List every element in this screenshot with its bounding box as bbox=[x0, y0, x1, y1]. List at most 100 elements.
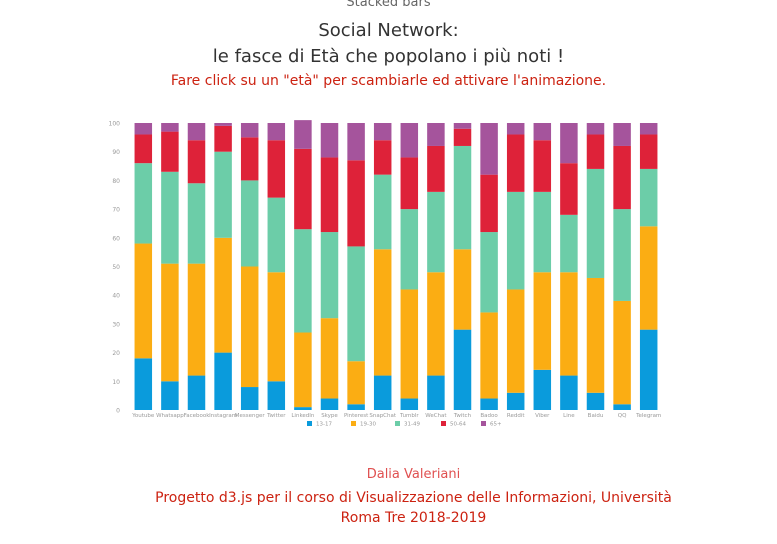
x-tick-label: Twitter bbox=[266, 413, 286, 419]
bar-segment bbox=[533, 191, 552, 273]
bar-segment bbox=[533, 140, 552, 192]
bar-segment bbox=[560, 214, 578, 273]
bar-segment bbox=[586, 392, 605, 410]
bar-segment bbox=[639, 168, 658, 227]
bar-segment bbox=[453, 329, 472, 410]
bar-segment bbox=[506, 191, 525, 290]
bar-segment bbox=[613, 123, 631, 146]
y-tick-label: 100 bbox=[109, 121, 121, 128]
bar-segment bbox=[294, 120, 312, 149]
title-line-2: le fasce di Età che popolano i più noti … bbox=[212, 46, 565, 67]
legend-swatch bbox=[441, 421, 446, 426]
bar-segment bbox=[267, 381, 286, 410]
bar-segment bbox=[453, 145, 472, 250]
bar-segment bbox=[613, 300, 631, 405]
bar-segment bbox=[240, 123, 259, 138]
x-tick-label: Facebook bbox=[184, 413, 211, 419]
legend-label: 31-49 bbox=[404, 422, 420, 428]
bar-segment bbox=[427, 191, 445, 273]
bar-segment bbox=[373, 375, 392, 410]
bar-segment bbox=[400, 123, 419, 158]
bar-segment bbox=[134, 358, 153, 410]
bar-segment bbox=[427, 375, 445, 410]
y-tick-label: 60 bbox=[112, 235, 120, 242]
y-tick-label: 20 bbox=[112, 350, 120, 357]
bar-segment bbox=[480, 123, 498, 175]
x-tick-label: WeChat bbox=[425, 413, 447, 419]
bar-segment bbox=[560, 375, 578, 410]
bar-segment bbox=[240, 180, 259, 267]
bar-segment bbox=[480, 398, 498, 410]
bar-segment bbox=[400, 398, 419, 410]
bar-segment bbox=[134, 163, 153, 244]
bar-segment bbox=[347, 160, 365, 247]
bar-segment bbox=[586, 277, 605, 393]
bar-segment bbox=[320, 398, 339, 410]
bar-segment bbox=[240, 387, 259, 410]
x-tick-label: SnapChat bbox=[369, 413, 397, 419]
bar-segment bbox=[267, 197, 286, 273]
y-tick-label: 90 bbox=[112, 149, 120, 156]
bar-segment bbox=[187, 375, 206, 410]
bar-segment bbox=[427, 123, 445, 146]
legend-swatch bbox=[307, 421, 312, 426]
bar-segment bbox=[320, 123, 339, 158]
bar-segment bbox=[347, 404, 365, 410]
bar-segment bbox=[347, 123, 365, 161]
y-tick-label: 10 bbox=[112, 379, 120, 386]
bar-segment bbox=[214, 237, 232, 353]
bar-segment bbox=[161, 263, 179, 382]
bar-segment bbox=[214, 352, 232, 410]
project-line-2: Roma Tre 2018-2019 bbox=[340, 510, 487, 526]
x-tick-label: Instagram bbox=[209, 413, 237, 419]
x-tick-label: Messenger bbox=[235, 413, 266, 419]
stacked-bar-chart: 0 10 20 30 40 50 60 70 80 90 100 Youtube Whatsapp Fac… bbox=[109, 120, 661, 428]
legend-swatch bbox=[481, 421, 486, 426]
bar-segment bbox=[639, 226, 658, 330]
project-description: Progetto d3.js per il corso di Visualizz… bbox=[0, 488, 777, 528]
bar-segment bbox=[427, 145, 445, 192]
bar-segment bbox=[214, 151, 232, 238]
x-tick-label: QQ bbox=[618, 413, 627, 419]
bar-segment bbox=[427, 272, 445, 376]
bar-segment bbox=[533, 123, 552, 141]
bar-segment bbox=[453, 128, 472, 146]
bar-segment bbox=[161, 123, 179, 132]
bar-segment bbox=[267, 272, 286, 382]
bar-segment bbox=[639, 329, 658, 410]
x-tick-label: Youtube bbox=[131, 413, 155, 419]
bar-segment bbox=[134, 243, 153, 359]
y-tick-label: 80 bbox=[112, 178, 120, 185]
bar-segment bbox=[506, 392, 525, 410]
bar-segment bbox=[533, 369, 552, 410]
author-name: Dalia Valeriani bbox=[366, 467, 461, 482]
bar-segment bbox=[586, 168, 605, 278]
x-tick-label: Skype bbox=[321, 413, 338, 419]
bar-segment bbox=[400, 157, 419, 210]
bar-segment bbox=[400, 209, 419, 290]
instruction-text: Fare click su un "età" per scambiarle ed… bbox=[170, 73, 607, 89]
bar-segment bbox=[506, 289, 525, 393]
bar-segment bbox=[560, 163, 578, 215]
bar-segment bbox=[480, 232, 498, 313]
bar-segment bbox=[586, 123, 605, 135]
bar-segment bbox=[320, 157, 339, 233]
bar-segment bbox=[453, 123, 472, 129]
x-tick-label: Whatsapp bbox=[156, 413, 184, 419]
bar-segment bbox=[294, 332, 312, 408]
bar-segment bbox=[294, 229, 312, 333]
bar-segment bbox=[613, 404, 631, 410]
bar-segment bbox=[506, 134, 525, 192]
x-tick-label: Reddit bbox=[507, 413, 525, 419]
x-tick-label: Line bbox=[563, 413, 575, 419]
bar-segment bbox=[613, 209, 631, 301]
bar-segment bbox=[187, 263, 206, 376]
bar-segment bbox=[453, 249, 472, 330]
x-tick-label: Telegram bbox=[635, 413, 661, 419]
bar-segment bbox=[613, 145, 631, 210]
y-tick-label: 40 bbox=[112, 293, 120, 300]
bar-segment bbox=[506, 123, 525, 135]
bar-segment bbox=[560, 272, 578, 376]
bar-segment bbox=[400, 289, 419, 399]
bar-segment bbox=[134, 123, 153, 135]
